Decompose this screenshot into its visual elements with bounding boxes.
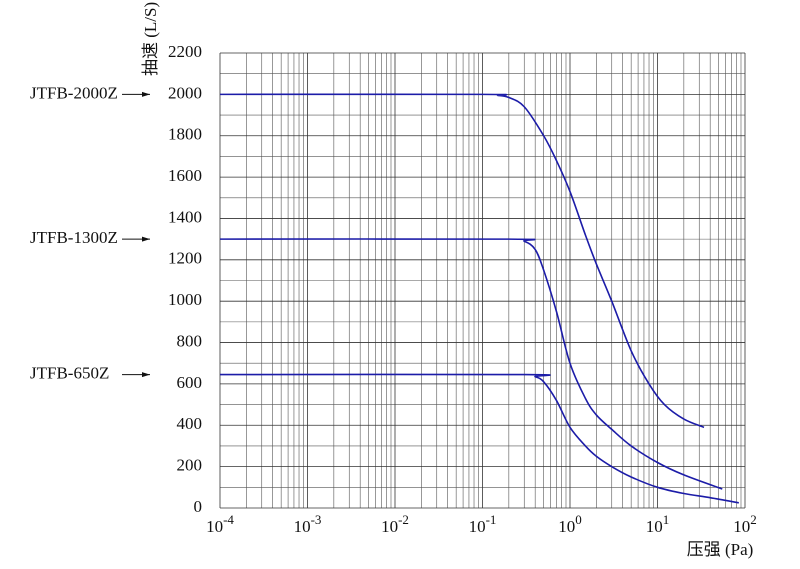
y-tick-label: 1200 [168, 249, 202, 268]
x-tick-label: 10-2 [381, 512, 409, 536]
y-tick-label: 1600 [168, 166, 202, 185]
y-tick-label: 2000 [168, 83, 202, 102]
y-tick-label: 2200 [168, 42, 202, 61]
y-tick-label: 400 [177, 414, 203, 433]
legend-arrowhead [142, 372, 150, 378]
series-line [219, 373, 739, 504]
legend-arrowhead [142, 91, 150, 97]
legend-arrowhead [142, 236, 150, 242]
y-tick-label: 600 [177, 373, 203, 392]
y-tick-label: 0 [194, 497, 203, 516]
y-tick-label: 200 [177, 456, 203, 475]
x-tick-label: 102 [733, 512, 757, 536]
x-tick-label: 10-1 [469, 512, 497, 536]
legend-label: JTFB-2000Z [30, 83, 118, 102]
x-tick-label: 101 [646, 512, 670, 536]
series-line [219, 93, 705, 429]
x-tick-label: 10-4 [206, 512, 234, 536]
legend-label: JTFB-650Z [30, 364, 109, 383]
y-tick-label: 800 [177, 331, 203, 350]
x-tick-label: 100 [558, 512, 582, 536]
x-tick-label: 10-3 [294, 512, 322, 536]
y-tick-label: 1800 [168, 125, 202, 144]
x-axis-label: 压强 (Pa) [687, 540, 754, 559]
y-tick-label: 1000 [168, 290, 202, 309]
y-tick-label: 1400 [168, 207, 202, 226]
series-line [219, 238, 723, 490]
legend-label: JTFB-1300Z [30, 228, 118, 247]
y-axis-label: 抽速 (L/S) [141, 2, 160, 76]
